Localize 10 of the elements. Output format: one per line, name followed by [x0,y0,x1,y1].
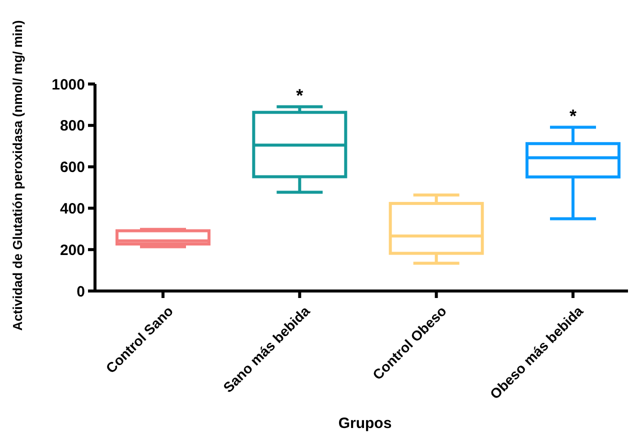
y-tick-label: 800 [60,118,85,135]
y-tick-label: 0 [76,283,85,300]
y-axis-title: Actividad de Glutatión peroxidasa (nmol/ mg/ min) [10,20,25,331]
y-tick-label: 1000 [52,76,85,94]
annotation: * [296,86,304,106]
y-tick-label: 600 [60,159,85,176]
y-tick-label: 400 [60,200,85,218]
annotation: * [569,106,577,126]
y-tick-label: 200 [60,242,85,259]
x-axis-title: Grupos [338,415,392,432]
